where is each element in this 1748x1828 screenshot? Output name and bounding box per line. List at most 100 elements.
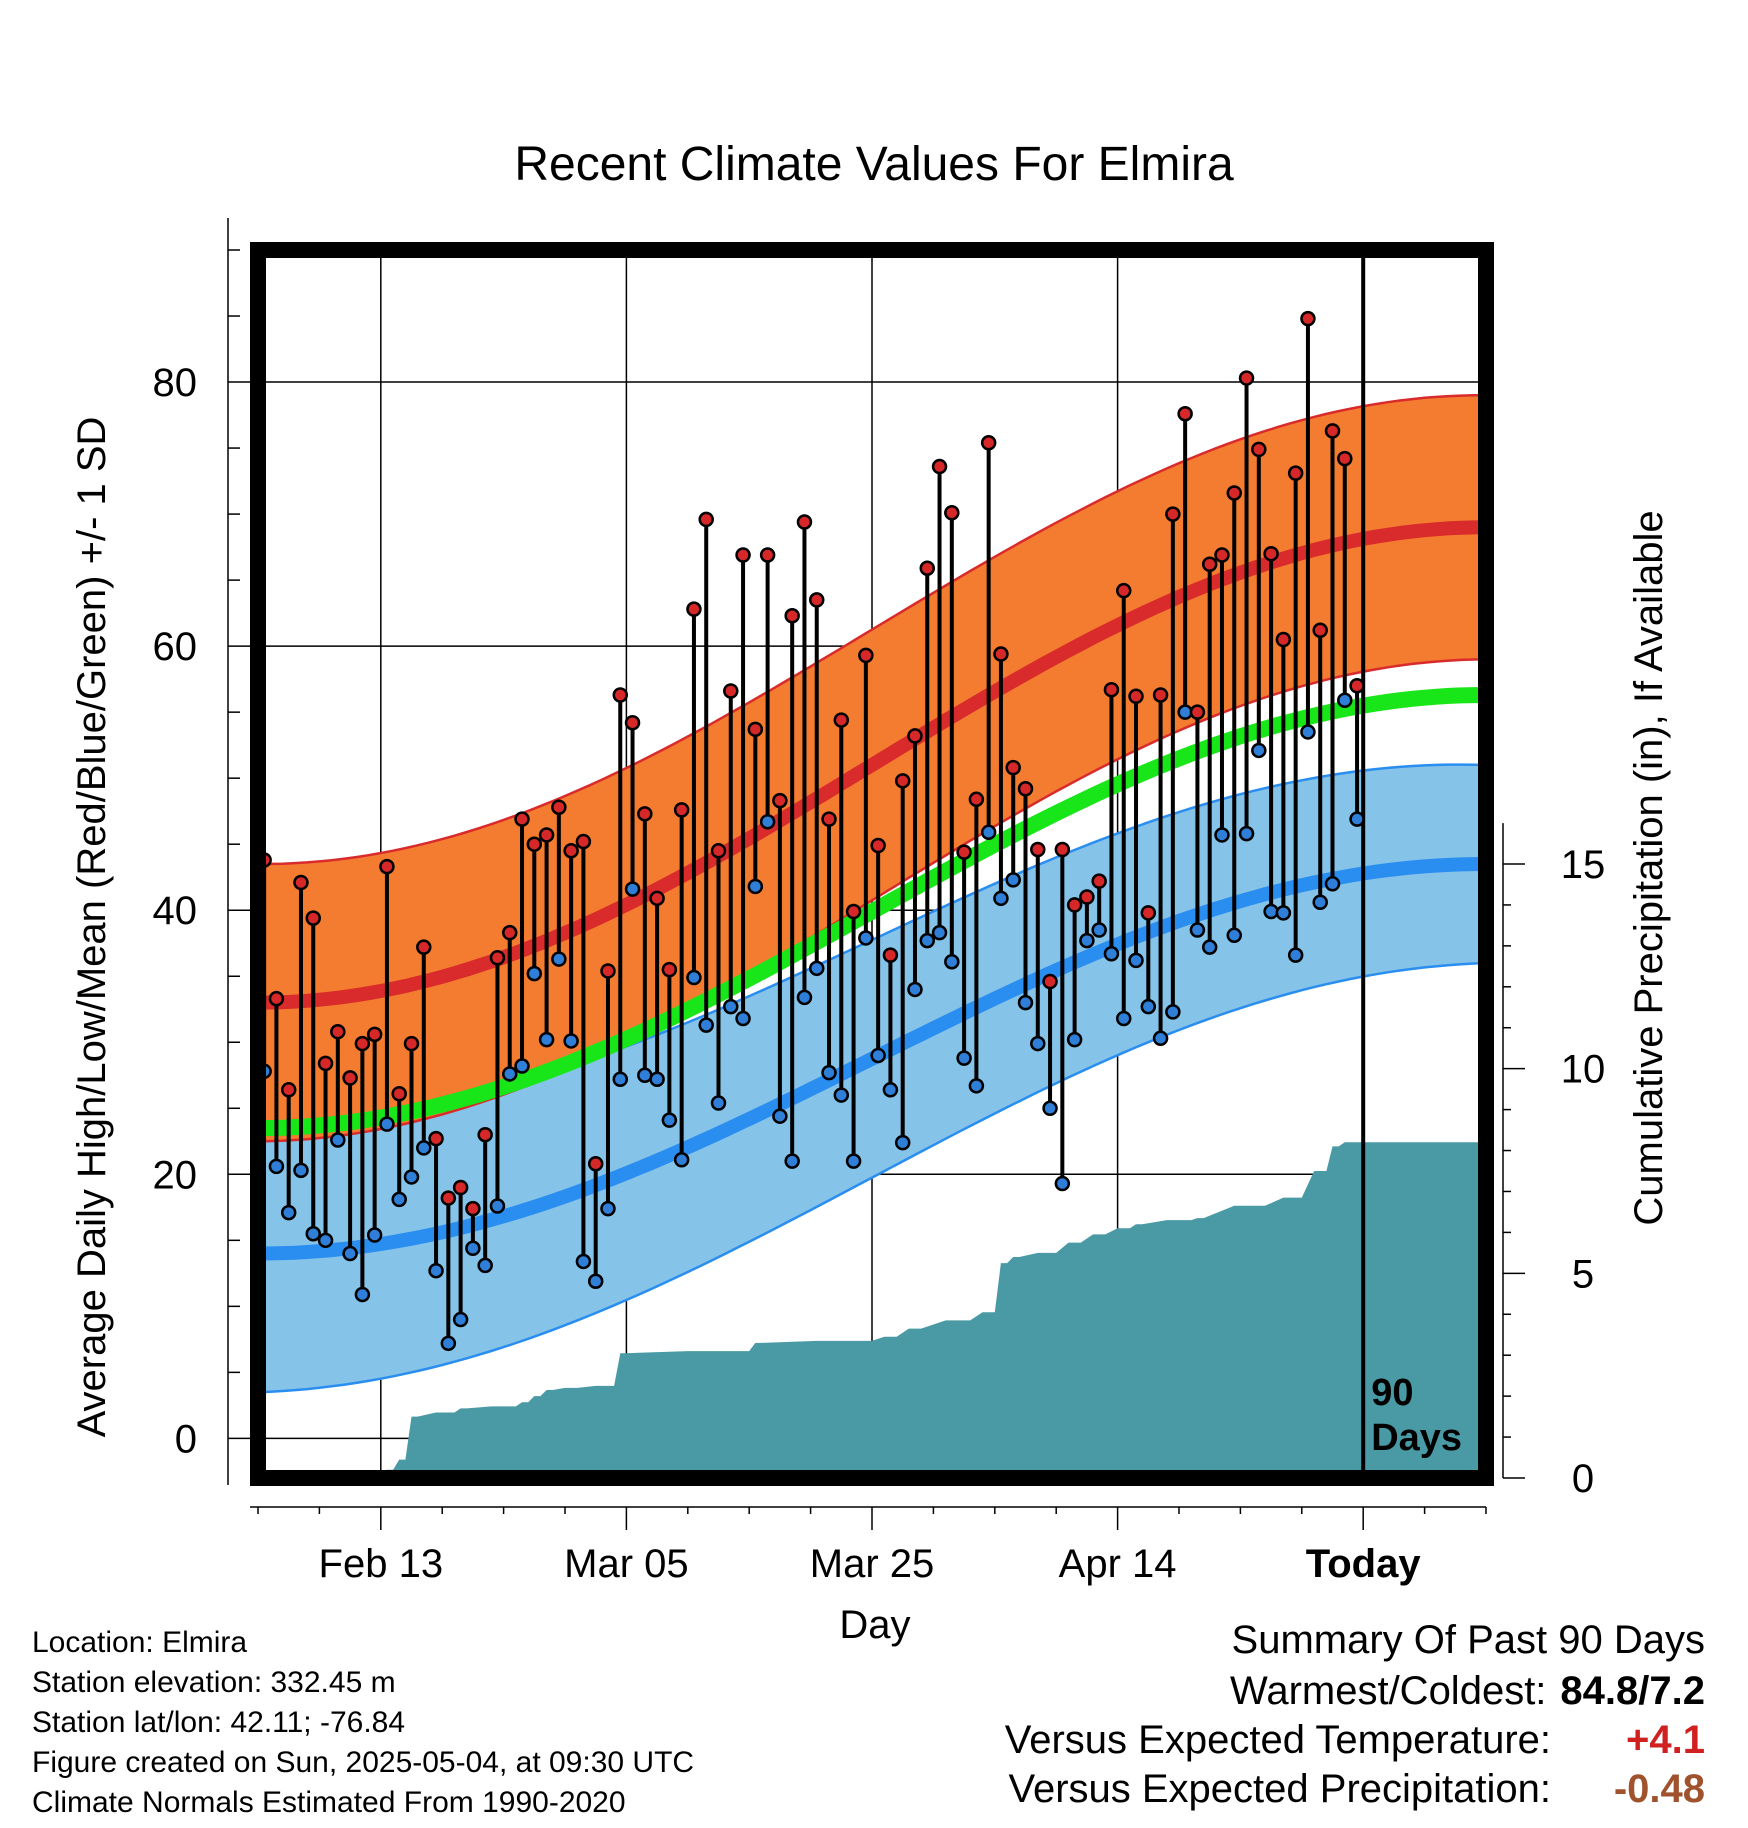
obs-high-point	[1079, 889, 1095, 905]
normal-mean-line	[257, 687, 1487, 1137]
observations-layer	[256, 310, 1365, 1352]
warmest-coldest-label: Warmest/Coldest:	[1230, 1669, 1547, 1713]
obs-low-point	[1226, 927, 1243, 944]
obs-high-point	[1152, 687, 1169, 703]
obs-low-point	[416, 1140, 432, 1156]
obs-high-point	[465, 1200, 481, 1217]
station-info: Location: Elmira Station elevation: 332.…	[32, 1623, 694, 1823]
obs-high-point	[477, 1126, 493, 1143]
obs-high-point	[845, 903, 862, 920]
obs-high-point	[796, 514, 813, 530]
obs-low-point	[624, 881, 641, 897]
chart-title: Recent Climate Values For Elmira	[514, 138, 1234, 191]
obs-low-point	[1054, 1175, 1071, 1192]
obs-low-point	[514, 1058, 530, 1074]
obs-low-point	[403, 1169, 420, 1185]
obs-low-point	[600, 1200, 616, 1217]
obs-high-point	[452, 1179, 469, 1196]
obs-high-point	[858, 647, 874, 664]
obs-high-point	[931, 458, 948, 475]
obs-high-point	[1275, 631, 1292, 648]
obs-low-point	[1017, 994, 1034, 1011]
obs-high-point	[587, 1155, 604, 1172]
obs-low-point	[1042, 1100, 1058, 1117]
y-axis-title: Average Daily High/Low/Mean (Red/Blue/Gr…	[70, 417, 114, 1438]
y2-tick-label: 0	[1572, 1457, 1594, 1501]
obs-high-point	[1066, 897, 1083, 913]
days-annotation-line: 90	[1371, 1372, 1413, 1414]
obs-high-point	[563, 843, 579, 859]
obs-high-point	[416, 939, 432, 955]
obs-low-point	[759, 813, 776, 830]
obs-high-point	[440, 1190, 457, 1206]
obs-low-point	[268, 1158, 285, 1175]
obs-high-point	[1103, 681, 1120, 698]
obs-low-point	[968, 1078, 985, 1094]
obs-low-point	[538, 1031, 555, 1048]
obs-high-point	[612, 687, 629, 703]
summary-row-temp: Versus Expected Temperature: +4.1	[1005, 1716, 1705, 1765]
obs-high-point	[575, 833, 592, 850]
obs-low-point	[833, 1087, 850, 1103]
high-sd-band-lower-edge	[257, 658, 1487, 1143]
obs-low-point	[1066, 1031, 1083, 1048]
obs-high-point	[698, 511, 714, 528]
low-sd-band-lower-edge	[257, 961, 1487, 1394]
obs-high-point	[1226, 485, 1243, 501]
x-tick-label: Today	[1306, 1542, 1422, 1586]
obs-low-point	[440, 1335, 457, 1352]
obs-low-point	[1337, 692, 1353, 709]
obs-high-point	[1238, 370, 1255, 386]
obs-low-point	[452, 1311, 469, 1328]
obs-high-point	[1128, 688, 1144, 705]
obs-high-point	[661, 961, 678, 978]
obs-high-point	[366, 1026, 383, 1043]
high-sd-band-upper-edge	[257, 393, 1487, 866]
obs-high-point	[1140, 905, 1157, 921]
obs-low-point	[1287, 947, 1304, 963]
obs-low-point	[919, 932, 936, 949]
obs-high-point	[944, 505, 960, 521]
obs-high-point	[821, 811, 837, 827]
obs-high-point	[526, 836, 543, 852]
obs-low-point	[1152, 1030, 1169, 1047]
x-tick-label: Apr 14	[1059, 1542, 1177, 1586]
obs-high-point	[1189, 704, 1206, 720]
precip-anomaly-value: -0.48	[1613, 1767, 1705, 1811]
obs-low-point	[1238, 825, 1255, 842]
y-tick-label: 0	[175, 1417, 197, 1461]
obs-high-point	[1251, 441, 1267, 458]
obs-high-point	[919, 560, 936, 576]
obs-high-point	[1300, 310, 1316, 327]
obs-high-point	[907, 728, 923, 744]
obs-high-point	[600, 963, 616, 979]
obs-low-point	[723, 998, 739, 1015]
obs-high-point	[747, 721, 764, 738]
obs-low-point	[1312, 894, 1328, 911]
plot-border	[250, 242, 1494, 1486]
x-axis-title: Day	[839, 1603, 910, 1647]
obs-low-point	[280, 1204, 297, 1221]
summary-row-precip: Versus Expected Precipitation: -0.48	[1005, 1765, 1705, 1814]
obs-low-point	[698, 1017, 714, 1033]
plot-frame	[250, 242, 1494, 1486]
summary-title: Summary Of Past 90 Days	[1231, 1618, 1705, 1662]
y2-tick-label: 10	[1561, 1048, 1606, 1092]
obs-low-point	[354, 1286, 371, 1303]
obs-high-point	[1054, 841, 1071, 858]
obs-low-point	[366, 1227, 383, 1243]
obs-low-point	[1165, 1004, 1181, 1020]
obs-low-point	[710, 1095, 727, 1111]
y-tick-label: 20	[153, 1153, 198, 1197]
obs-low-point	[1349, 811, 1365, 827]
obs-low-point	[907, 981, 923, 998]
obs-low-point	[661, 1112, 678, 1128]
obs-high-point	[1042, 973, 1058, 990]
obs-low-point	[1300, 724, 1316, 740]
obs-high-point	[968, 791, 985, 808]
obs-high-point	[1263, 545, 1279, 562]
obs-low-point	[944, 953, 960, 970]
x-tick-label: Mar 25	[810, 1542, 935, 1586]
obs-low-point	[894, 1134, 911, 1151]
